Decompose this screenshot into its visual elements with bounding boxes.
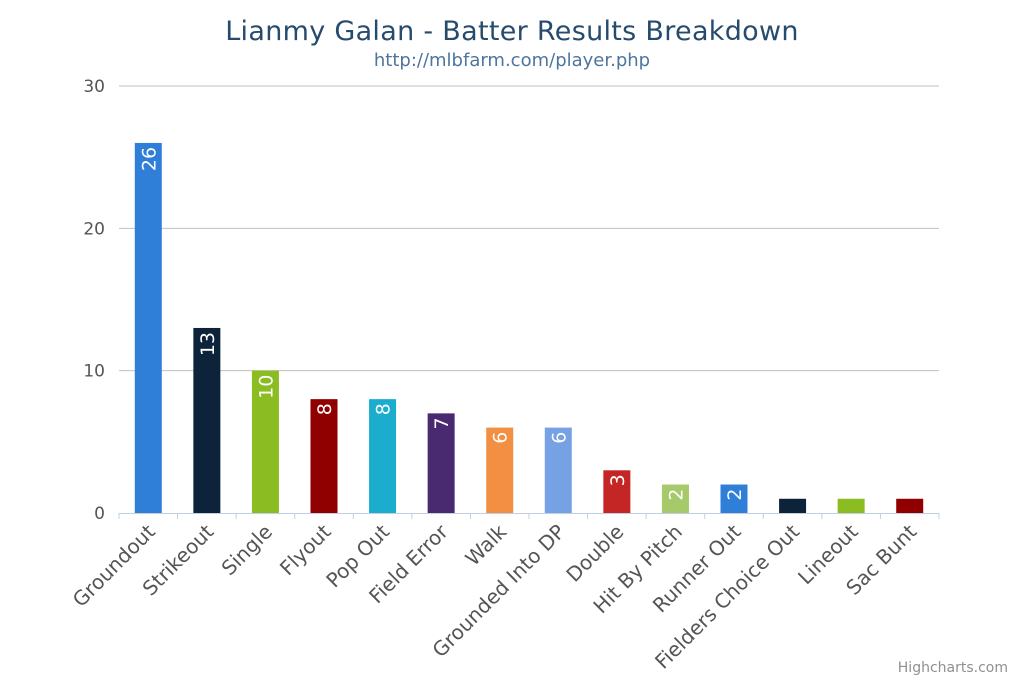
bar[interactable] [251,370,279,513]
x-tick-label: Walk [460,519,511,570]
bar-data-label: 7 [431,417,453,429]
bar-data-label: 10 [255,375,277,399]
bar[interactable] [369,399,397,513]
bar-data-label: 6 [490,432,512,444]
bar[interactable] [720,484,748,513]
bar-data-label: 8 [373,403,395,415]
y-tick-label: 20 [83,219,105,239]
bar[interactable] [544,427,572,513]
bar[interactable] [134,142,162,513]
bar[interactable] [603,470,631,513]
y-tick-label: 0 [94,504,105,524]
x-tick-label: Groundout [68,519,160,611]
chart-subtitle: http://mlbfarm.com/player.php [373,50,651,71]
bar-data-label: 6 [548,432,570,444]
y-tick-label: 30 [83,77,105,97]
bar-data-label: 2 [665,489,687,501]
chart-title: Lianmy Galan - Batter Results Breakdown [225,16,799,47]
bar[interactable] [837,498,865,513]
y-axis: 0 10 20 30 [83,77,105,524]
bar[interactable] [779,498,807,513]
grid-lines [119,85,939,372]
credits-link[interactable]: Highcharts.com [897,660,1008,676]
bar-data-label: 3 [607,474,629,486]
bar[interactable] [896,498,924,513]
bar[interactable] [661,484,689,513]
bar-data-label: 2 [724,489,746,501]
bar-data-label: 13 [197,332,219,356]
y-tick-label: 10 [83,362,105,382]
x-tick-label: Single [217,520,277,580]
bar[interactable] [486,427,514,513]
bar[interactable] [310,399,338,513]
bars: 26 13 10 8 8 7 6 6 3 2 2 [134,142,924,513]
bar[interactable] [427,413,455,513]
bar-data-label: 8 [314,403,336,415]
bar[interactable] [193,327,221,513]
bar-data-label: 26 [138,147,160,171]
